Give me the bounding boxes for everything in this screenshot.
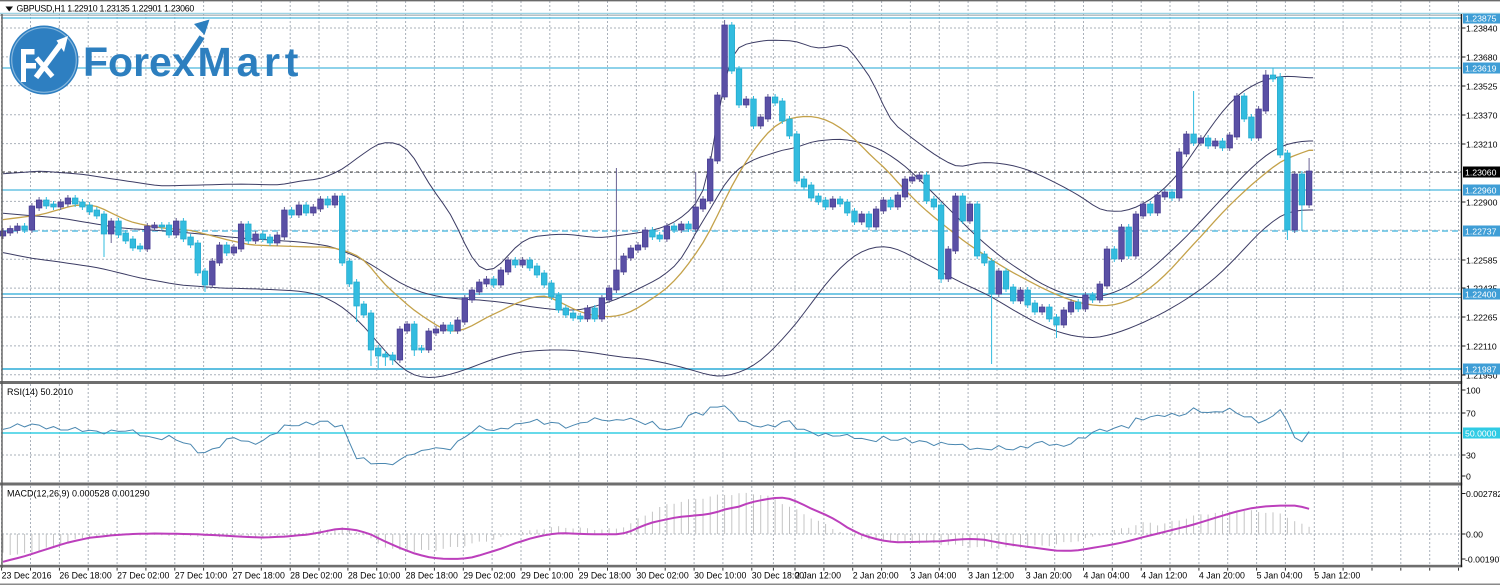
svg-text:29 Dec 18:00: 29 Dec 18:00 <box>579 570 631 580</box>
svg-text:1.22900: 1.22900 <box>1466 198 1498 208</box>
svg-text:2 Jan 20:00: 2 Jan 20:00 <box>853 570 899 580</box>
svg-text:1.23210: 1.23210 <box>1466 140 1498 150</box>
svg-text:27 Dec 10:00: 27 Dec 10:00 <box>175 570 227 580</box>
svg-text:4 Jan 12:00: 4 Jan 12:00 <box>1141 570 1187 580</box>
svg-text:1.21987: 1.21987 <box>1465 365 1497 375</box>
svg-text:30 Dec 02:00: 30 Dec 02:00 <box>636 570 688 580</box>
svg-text:1.21950: 1.21950 <box>1466 371 1498 381</box>
svg-text:MACD(12,26,9) 0.000528 0.00129: MACD(12,26,9) 0.000528 0.001290 <box>7 489 150 499</box>
svg-text:0.00: 0.00 <box>1466 530 1483 540</box>
svg-text:Mart: Mart <box>198 39 304 85</box>
svg-text:29 Dec 10:00: 29 Dec 10:00 <box>521 570 573 580</box>
svg-text:1.23525: 1.23525 <box>1466 82 1498 92</box>
svg-text:5 Jan 04:00: 5 Jan 04:00 <box>1257 570 1303 580</box>
svg-text:23 Dec 2016: 23 Dec 2016 <box>2 570 52 580</box>
svg-text:100: 100 <box>1466 386 1481 396</box>
svg-text:1.22960: 1.22960 <box>1465 186 1497 196</box>
svg-text:4 Jan 20:00: 4 Jan 20:00 <box>1199 570 1245 580</box>
svg-text:1.23060: 1.23060 <box>1465 168 1497 178</box>
svg-text:3 Jan 04:00: 3 Jan 04:00 <box>910 570 956 580</box>
svg-text:28 Dec 18:00: 28 Dec 18:00 <box>406 570 458 580</box>
svg-text:2 Jan 12:00: 2 Jan 12:00 <box>795 570 841 580</box>
svg-text:27 Dec 18:00: 27 Dec 18:00 <box>233 570 285 580</box>
svg-text:0.002782: 0.002782 <box>1466 489 1500 499</box>
svg-text:3 Jan 12:00: 3 Jan 12:00 <box>968 570 1014 580</box>
svg-text:3 Jan 20:00: 3 Jan 20:00 <box>1026 570 1072 580</box>
svg-text:28 Dec 10:00: 28 Dec 10:00 <box>348 570 400 580</box>
svg-text:5 Jan 12:00: 5 Jan 12:00 <box>1314 570 1360 580</box>
svg-text:1.23619: 1.23619 <box>1465 64 1497 74</box>
svg-text:1.23875: 1.23875 <box>1465 14 1497 24</box>
svg-text:0: 0 <box>1466 472 1471 482</box>
svg-text:1.22400: 1.22400 <box>1465 290 1497 300</box>
svg-text:50.0000: 50.0000 <box>1465 429 1497 439</box>
svg-text:-0.001907: -0.001907 <box>1465 555 1500 565</box>
svg-text:RSI(14) 50.2010: RSI(14) 50.2010 <box>7 387 73 397</box>
svg-text:1.23370: 1.23370 <box>1466 111 1498 121</box>
svg-text:GBPUSD,H1 1.22910 1.23135 1.2: GBPUSD,H1 1.22910 1.23135 1.22901 1.2306… <box>17 4 195 14</box>
svg-text:70: 70 <box>1466 409 1476 419</box>
svg-text:27 Dec 02:00: 27 Dec 02:00 <box>117 570 169 580</box>
svg-text:29 Dec 02:00: 29 Dec 02:00 <box>463 570 515 580</box>
svg-text:Forex: Forex <box>83 39 195 85</box>
svg-text:1.22585: 1.22585 <box>1466 256 1498 266</box>
svg-text:30 Dec 10:00: 30 Dec 10:00 <box>694 570 746 580</box>
svg-text:1.22110: 1.22110 <box>1466 342 1497 352</box>
svg-text:26 Dec 18:00: 26 Dec 18:00 <box>59 570 111 580</box>
svg-text:30: 30 <box>1466 451 1476 461</box>
svg-text:1.23840: 1.23840 <box>1466 24 1498 34</box>
svg-text:28 Dec 02:00: 28 Dec 02:00 <box>290 570 342 580</box>
svg-text:30 Dec 18:00: 30 Dec 18:00 <box>752 570 804 580</box>
svg-text:1.22265: 1.22265 <box>1466 313 1498 323</box>
svg-text:4 Jan 04:00: 4 Jan 04:00 <box>1084 570 1130 580</box>
svg-text:1.22737: 1.22737 <box>1465 227 1497 237</box>
svg-text:1.23680: 1.23680 <box>1466 53 1498 63</box>
